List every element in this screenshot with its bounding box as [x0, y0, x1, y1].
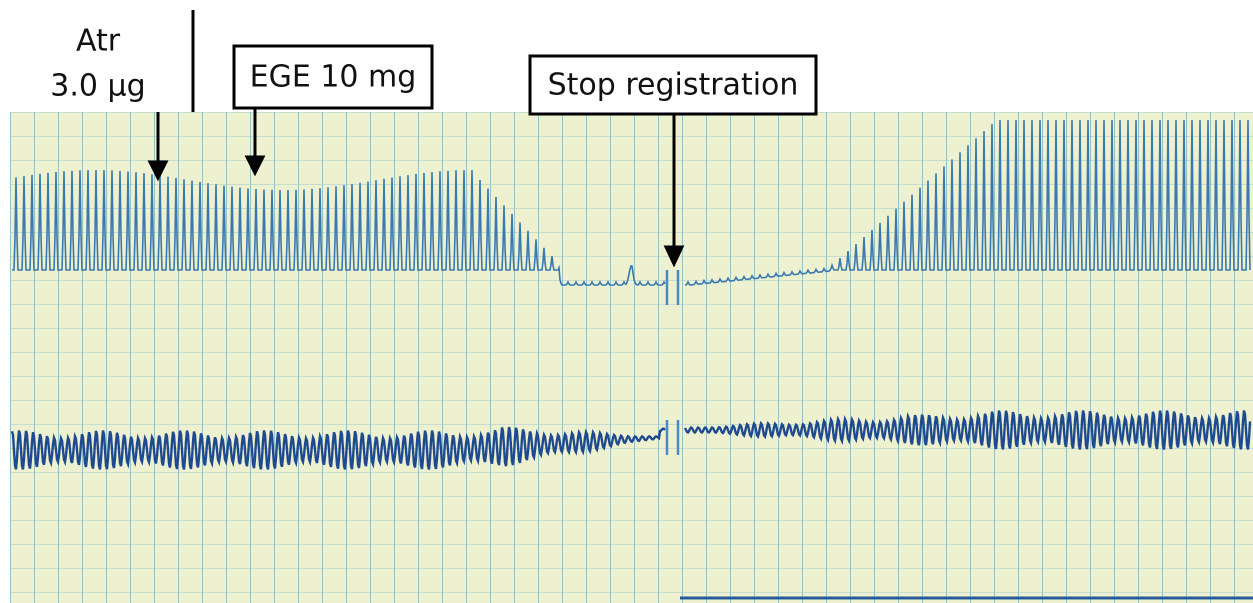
drug-dose: 3.0 µg: [50, 69, 145, 104]
label-box: [232, 44, 434, 110]
arrows: [147, 108, 685, 268]
upper-trace: [12, 119, 1251, 286]
chart-paper: [10, 112, 1253, 603]
lower-trace: [10, 410, 1252, 470]
label-box: [528, 54, 818, 116]
traces: [10, 119, 1253, 600]
extract-label: EGE 10 mg: [250, 60, 417, 95]
drug-name: Atr: [76, 24, 121, 59]
stop-label: Stop registration: [548, 68, 799, 103]
